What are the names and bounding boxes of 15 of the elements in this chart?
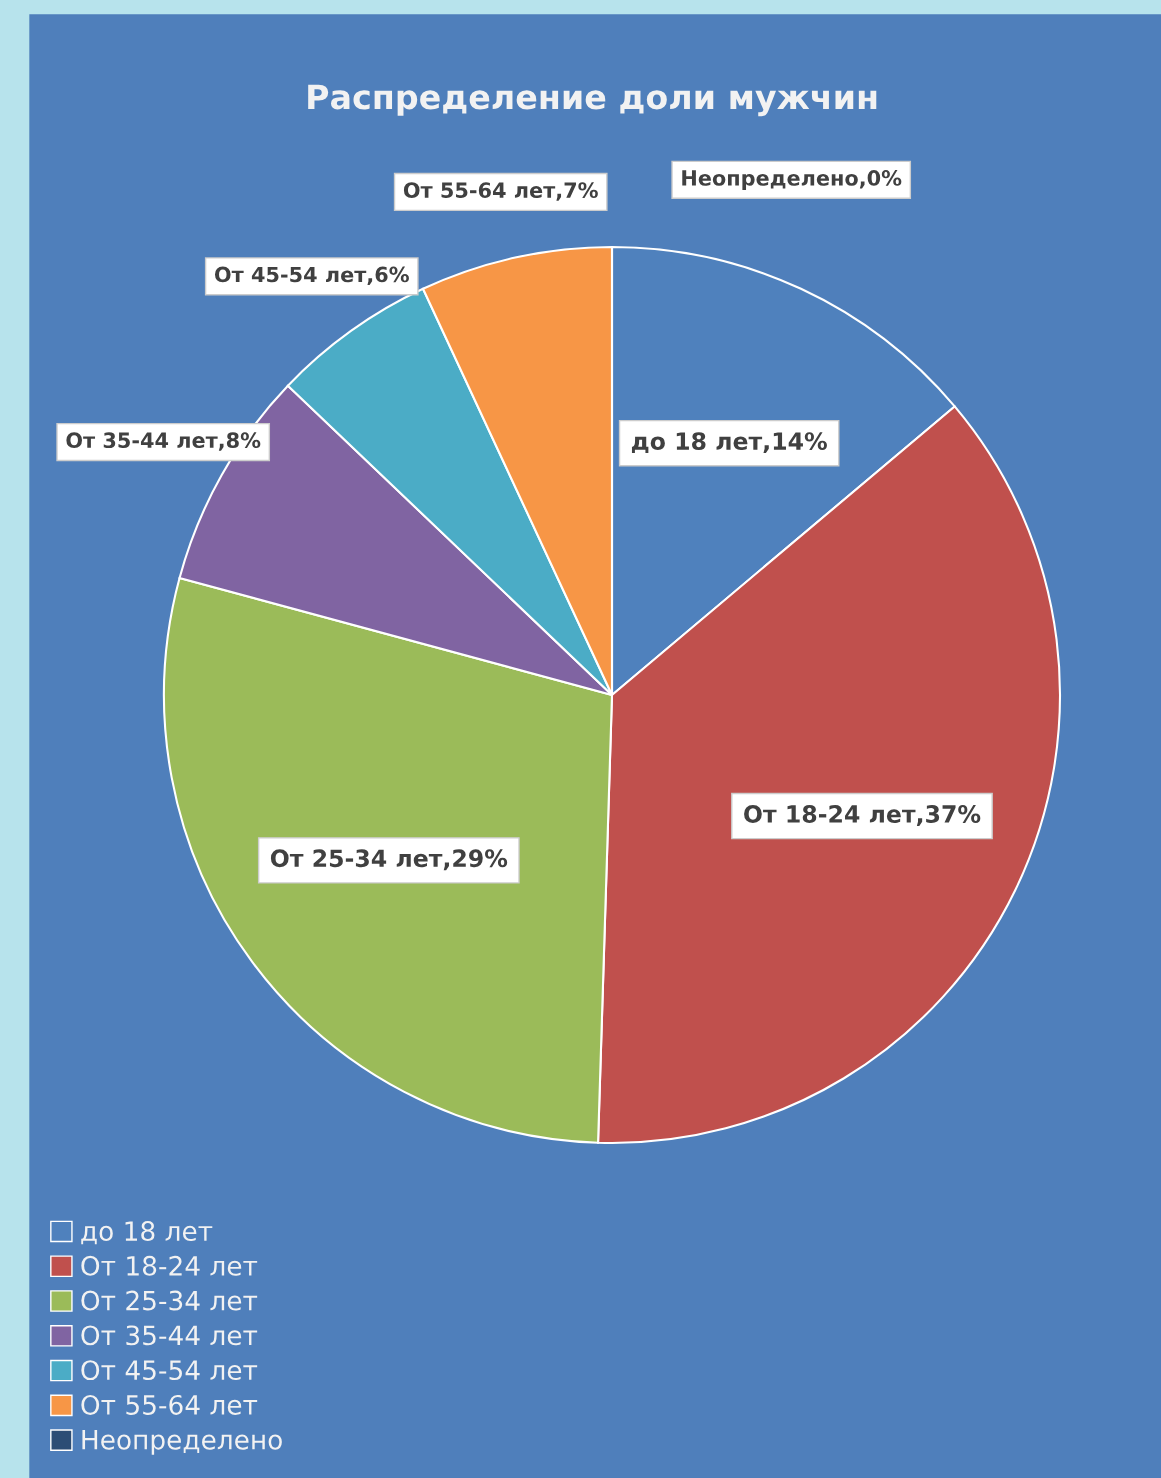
legend-label: От 25-34 лет xyxy=(81,1290,258,1311)
text: Неопределено,0% xyxy=(682,170,902,190)
chart-title: Распределение доли мужчин xyxy=(308,84,877,117)
data-label: От 25-34 лет,29% xyxy=(270,849,508,871)
legend-label: Неопределено xyxy=(82,1430,282,1455)
legend-label: От 55-64 лет xyxy=(81,1394,258,1415)
data-label: От 35-44 лет,8% xyxy=(66,432,261,451)
legend-label: От 18-24 лет xyxy=(81,1255,258,1276)
data-label: От 18-24 лет,37% xyxy=(744,805,981,826)
data-label: От 45-54 лет,6% xyxy=(214,266,409,286)
legend-label: От 45-54 лет xyxy=(81,1360,258,1381)
data-label: до 18 лет,14% xyxy=(631,432,827,454)
legend-label: От 35-44 лет xyxy=(81,1325,258,1346)
data-label: От 55-64 лет,7% xyxy=(403,182,598,201)
legend-label: до 18 лет xyxy=(81,1221,213,1245)
